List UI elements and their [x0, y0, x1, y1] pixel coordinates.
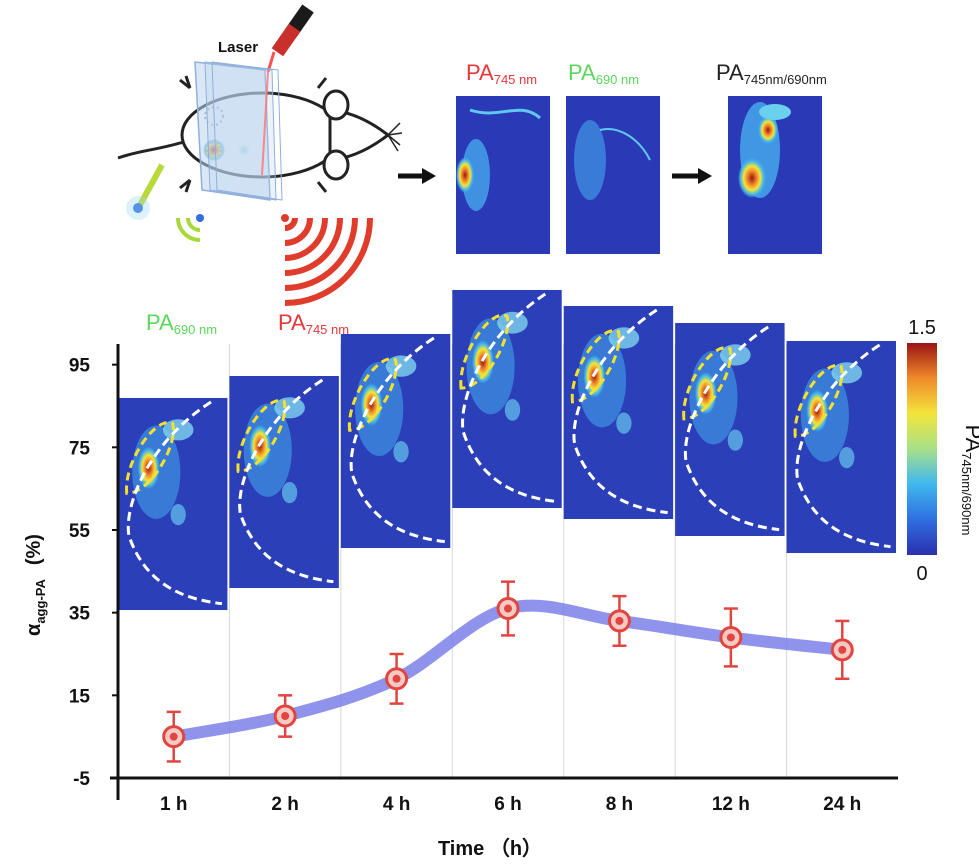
x-axis-title: Time （h） — [438, 837, 542, 860]
vessel-signal — [616, 412, 632, 434]
body-outline — [572, 308, 668, 515]
tumor-outline — [125, 420, 175, 495]
x-tick-label: 6 h — [494, 794, 521, 815]
transducer-icon — [126, 163, 165, 220]
y-tick-label: 95 — [69, 356, 91, 377]
x-tick-label: 8 h — [606, 794, 633, 815]
x-tick-label: 4 h — [383, 794, 410, 815]
data-point-2h — [273, 694, 297, 738]
point-center — [838, 645, 847, 654]
laser-label: Laser — [218, 39, 258, 56]
body-outline — [238, 378, 334, 584]
x-tick-label: 12 h — [712, 794, 750, 815]
data-point-12h — [719, 607, 743, 668]
tumor-outline — [236, 398, 287, 473]
colorbar: 1.5 0 PA745nm/690nm — [907, 317, 979, 585]
pa-ratio-image — [728, 96, 822, 254]
y-tick-label: 35 — [69, 604, 91, 625]
label-pa690: PA690 nm — [568, 60, 639, 87]
point-center — [504, 604, 512, 613]
colorbar-max-label: 1.5 — [908, 317, 936, 339]
chart: -5 15 35 55 75 95 1 h 2 h 4 h 6 h 8 h 12 h 24 h Tim… — [23, 290, 898, 860]
body-outline — [683, 325, 780, 532]
body-outline — [126, 400, 223, 606]
data-point-4h — [385, 652, 409, 705]
body-outline — [795, 343, 891, 549]
tumor-image-panel — [229, 376, 339, 588]
laser-pen-icon — [266, 4, 314, 73]
arrow-icon — [672, 168, 712, 184]
tumor-outline — [459, 313, 510, 390]
data-point-24h — [830, 619, 854, 681]
vessel-signal — [839, 447, 855, 469]
tumor-image-panel — [786, 341, 896, 553]
y-tick-label: -5 — [73, 769, 90, 790]
green-wave-icon — [176, 214, 204, 242]
x-tick-label: 2 h — [271, 794, 298, 815]
point-center — [392, 674, 401, 683]
vessel-signal — [727, 429, 743, 451]
point-center — [169, 732, 178, 741]
tumor-image-panel — [118, 398, 228, 610]
red-wave-icon — [281, 214, 373, 306]
tumor-images — [118, 290, 896, 610]
data-point-1h — [162, 710, 186, 763]
tumor-image-panel — [452, 290, 562, 508]
x-tick-label: 24 h — [823, 794, 861, 815]
vessel-signal — [170, 503, 186, 526]
y-tick-labels: -5 15 35 55 75 95 — [69, 356, 118, 790]
point-center — [281, 712, 290, 720]
data-points — [162, 580, 854, 763]
vessel-signal — [393, 441, 409, 463]
tumor-outline — [682, 346, 733, 421]
tumor-outline — [793, 363, 844, 438]
vessel-signal — [281, 482, 298, 504]
body-outline — [349, 336, 445, 544]
y-tick-label: 75 — [69, 438, 91, 459]
x-tick-labels: 1 h 2 h 4 h 6 h 8 h 12 h 24 h — [160, 794, 861, 815]
label-pa-ratio: PA745nm/690nm — [716, 60, 827, 87]
legend-pa690: PA690 nm — [146, 310, 217, 337]
axes — [110, 344, 898, 800]
x-tick-label: 1 h — [160, 794, 187, 815]
tumor-outline — [570, 329, 621, 404]
point-center — [615, 616, 624, 625]
tumor-image-panel — [675, 323, 785, 536]
point-center — [726, 633, 735, 642]
arrow-icon — [398, 168, 436, 184]
legend-pa745: PA745 nm — [278, 310, 349, 337]
colorbar-min-label: 0 — [916, 563, 927, 585]
data-point-8h — [607, 594, 631, 647]
y-axis-title: αagg-PA(%) — [23, 534, 48, 636]
pa745-image — [456, 96, 550, 254]
y-tick-label: 15 — [69, 686, 91, 707]
tumor-outline — [348, 357, 398, 432]
y-tick-label: 55 — [69, 521, 91, 542]
schematic: Laser — [117, 4, 827, 337]
tumor-image-panel — [340, 334, 451, 548]
body-outline — [461, 292, 557, 503]
label-pa745: PA745 nm — [466, 60, 537, 87]
pa690-image — [566, 96, 660, 254]
colorbar-title: PA745nm/690nm — [959, 425, 979, 536]
imaging-plane — [194, 61, 283, 201]
data-point-6h — [496, 580, 520, 637]
vessel-signal — [504, 399, 521, 421]
tumor-image-panel — [563, 306, 674, 519]
colorbar-bar — [907, 343, 937, 555]
